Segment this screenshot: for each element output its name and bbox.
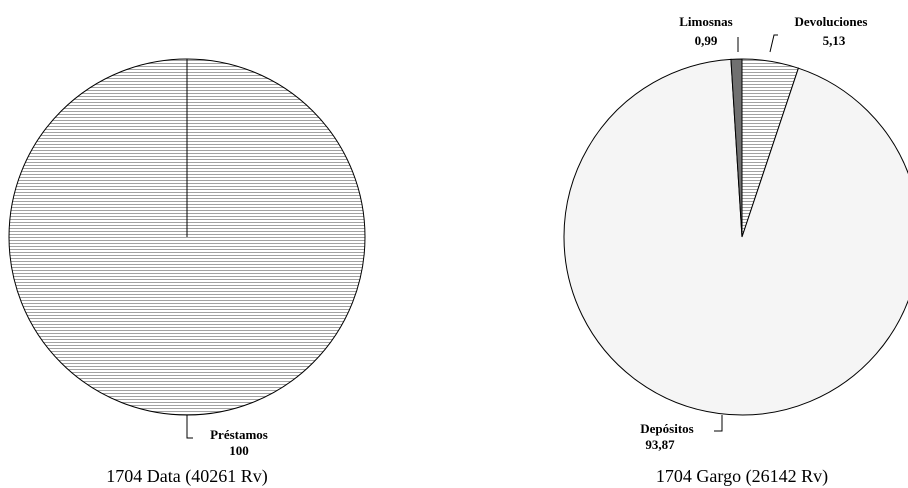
pie-chart-2: Limosnas 0,99 Devoluciones 5,13 Depósito…	[563, 14, 908, 487]
slice-label-depositos: Depósitos	[640, 421, 693, 436]
slice-value-limosnas: 0,99	[695, 33, 718, 48]
pie-chart-1: Préstamos 100 1704 Data (40261 Rv)	[8, 58, 366, 487]
pie-slice-limosnas	[730, 58, 743, 238]
slice-label-prestamos: Préstamos	[210, 427, 268, 442]
leader-line-prestamos	[186, 415, 193, 439]
slice-value-devoluciones: 5,13	[823, 33, 846, 48]
slice-label-limosnas: Limosnas	[679, 14, 732, 29]
leader-line-devoluciones	[769, 34, 778, 53]
slice-value-depositos: 93,87	[645, 437, 675, 452]
slice-label-devoluciones: Devoluciones	[795, 14, 868, 29]
chart-1-title: 1704 Data (40261 Rv)	[106, 466, 267, 487]
chart-2-title: 1704 Gargo (26142 Rv)	[656, 466, 828, 487]
slice-value-prestamos: 100	[229, 443, 249, 458]
leader-line-depositos	[714, 415, 723, 432]
pie-2-slices	[563, 58, 908, 416]
pie-slice-depositos	[563, 58, 908, 416]
